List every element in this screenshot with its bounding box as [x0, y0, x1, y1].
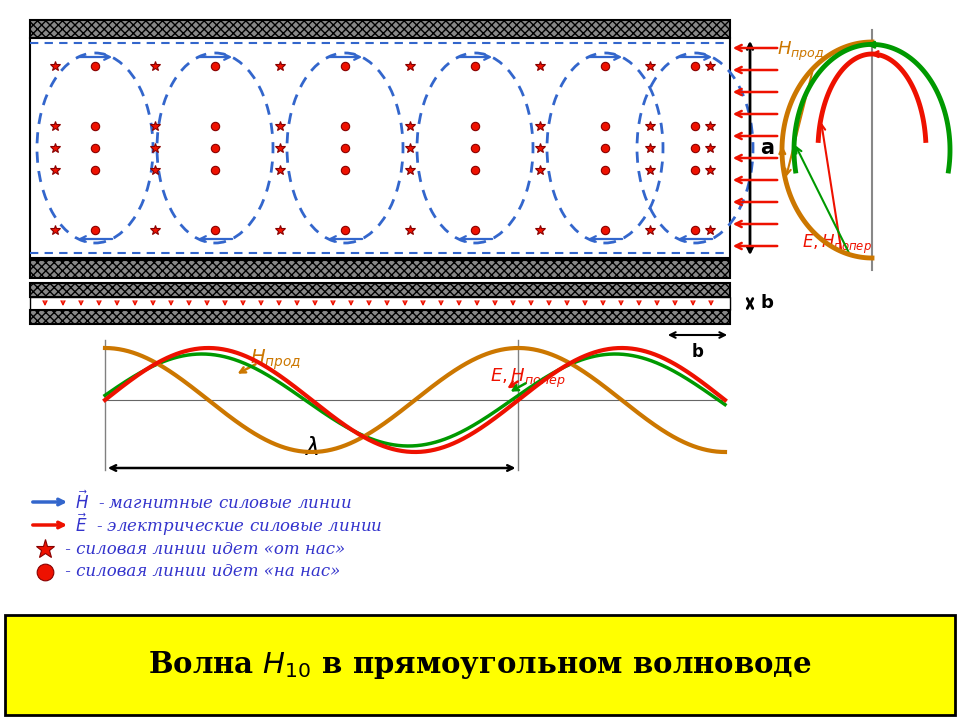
- Text: $E,H_{попер}$: $E,H_{попер}$: [490, 366, 565, 390]
- Text: Волна $H_{10}$ в прямоугольном волноводе: Волна $H_{10}$ в прямоугольном волноводе: [148, 649, 812, 681]
- Text: b: b: [760, 294, 773, 312]
- Text: b: b: [692, 343, 704, 361]
- Text: - силовая линии идет «от нас»: - силовая линии идет «от нас»: [60, 541, 346, 557]
- Bar: [30, 260, 730, 278]
- Text: $H_{прод}$: $H_{прод}$: [250, 348, 301, 372]
- Bar: [30, 310, 730, 324]
- Text: $\vec{H}$  - магнитные силовые линии: $\vec{H}$ - магнитные силовые линии: [75, 491, 351, 513]
- Text: $E, H_{попер}$: $E, H_{попер}$: [802, 233, 872, 256]
- Text: $H_{прод}$: $H_{прод}$: [777, 40, 825, 63]
- Bar: [30, 20, 730, 38]
- Bar: [30, 283, 730, 297]
- Bar: [30, 38, 730, 258]
- Bar: [5, 615, 955, 715]
- Text: a: a: [760, 138, 774, 158]
- Text: - силовая линии идет «на нас»: - силовая линии идет «на нас»: [60, 564, 340, 580]
- Text: $\lambda$: $\lambda$: [304, 436, 319, 460]
- Text: $\vec{E}$  - электрические силовые линии: $\vec{E}$ - электрические силовые линии: [75, 512, 382, 539]
- Bar: [30, 297, 730, 310]
